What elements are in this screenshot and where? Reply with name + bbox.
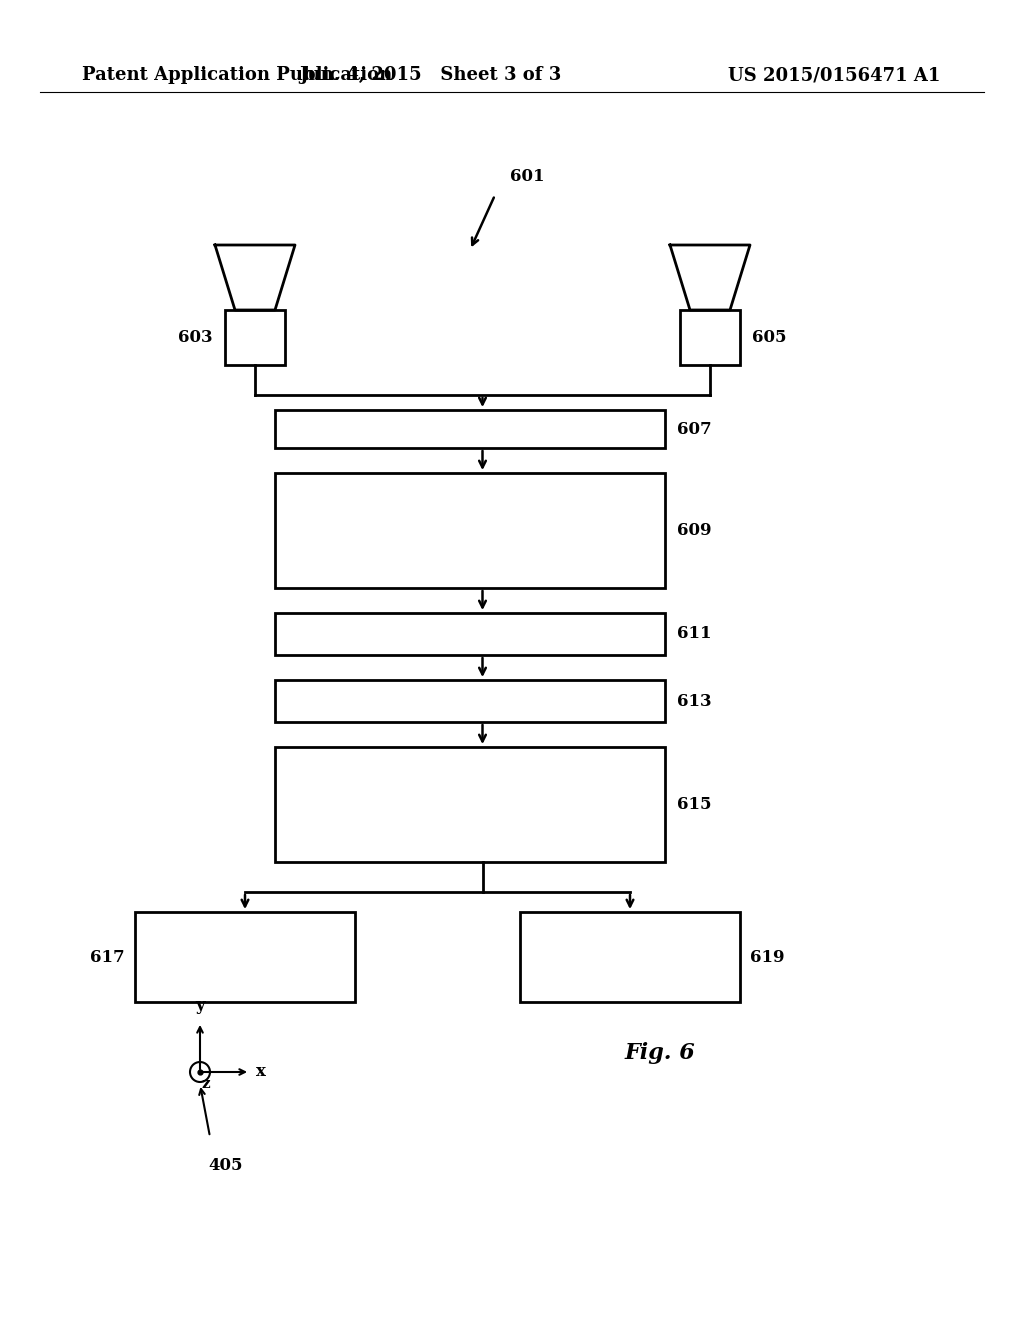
Text: 611: 611 — [677, 626, 712, 643]
Bar — [275, 612, 665, 655]
Text: 619: 619 — [750, 949, 784, 965]
Text: 405: 405 — [208, 1158, 243, 1173]
Text: 605: 605 — [752, 329, 786, 346]
Text: 615: 615 — [677, 796, 712, 813]
Text: Patent Application Publication: Patent Application Publication — [82, 66, 392, 84]
Bar — [520, 912, 740, 1002]
Bar — [275, 411, 665, 447]
Bar — [225, 310, 285, 366]
Text: 601: 601 — [510, 168, 545, 185]
Bar — [275, 473, 665, 587]
Bar — [680, 310, 740, 366]
Text: x: x — [256, 1064, 266, 1081]
Text: 607: 607 — [677, 421, 712, 437]
Text: 613: 613 — [677, 693, 712, 710]
Bar — [135, 912, 355, 1002]
Text: Jun. 4, 2015   Sheet 3 of 3: Jun. 4, 2015 Sheet 3 of 3 — [299, 66, 561, 84]
Text: US 2015/0156471 A1: US 2015/0156471 A1 — [728, 66, 940, 84]
Bar — [275, 747, 665, 862]
Text: Fig. 6: Fig. 6 — [625, 1041, 695, 1064]
Bar — [275, 680, 665, 722]
Text: 603: 603 — [178, 329, 213, 346]
Text: 617: 617 — [90, 949, 125, 965]
Text: z: z — [202, 1077, 211, 1092]
Text: y: y — [196, 997, 205, 1014]
Text: 609: 609 — [677, 521, 712, 539]
